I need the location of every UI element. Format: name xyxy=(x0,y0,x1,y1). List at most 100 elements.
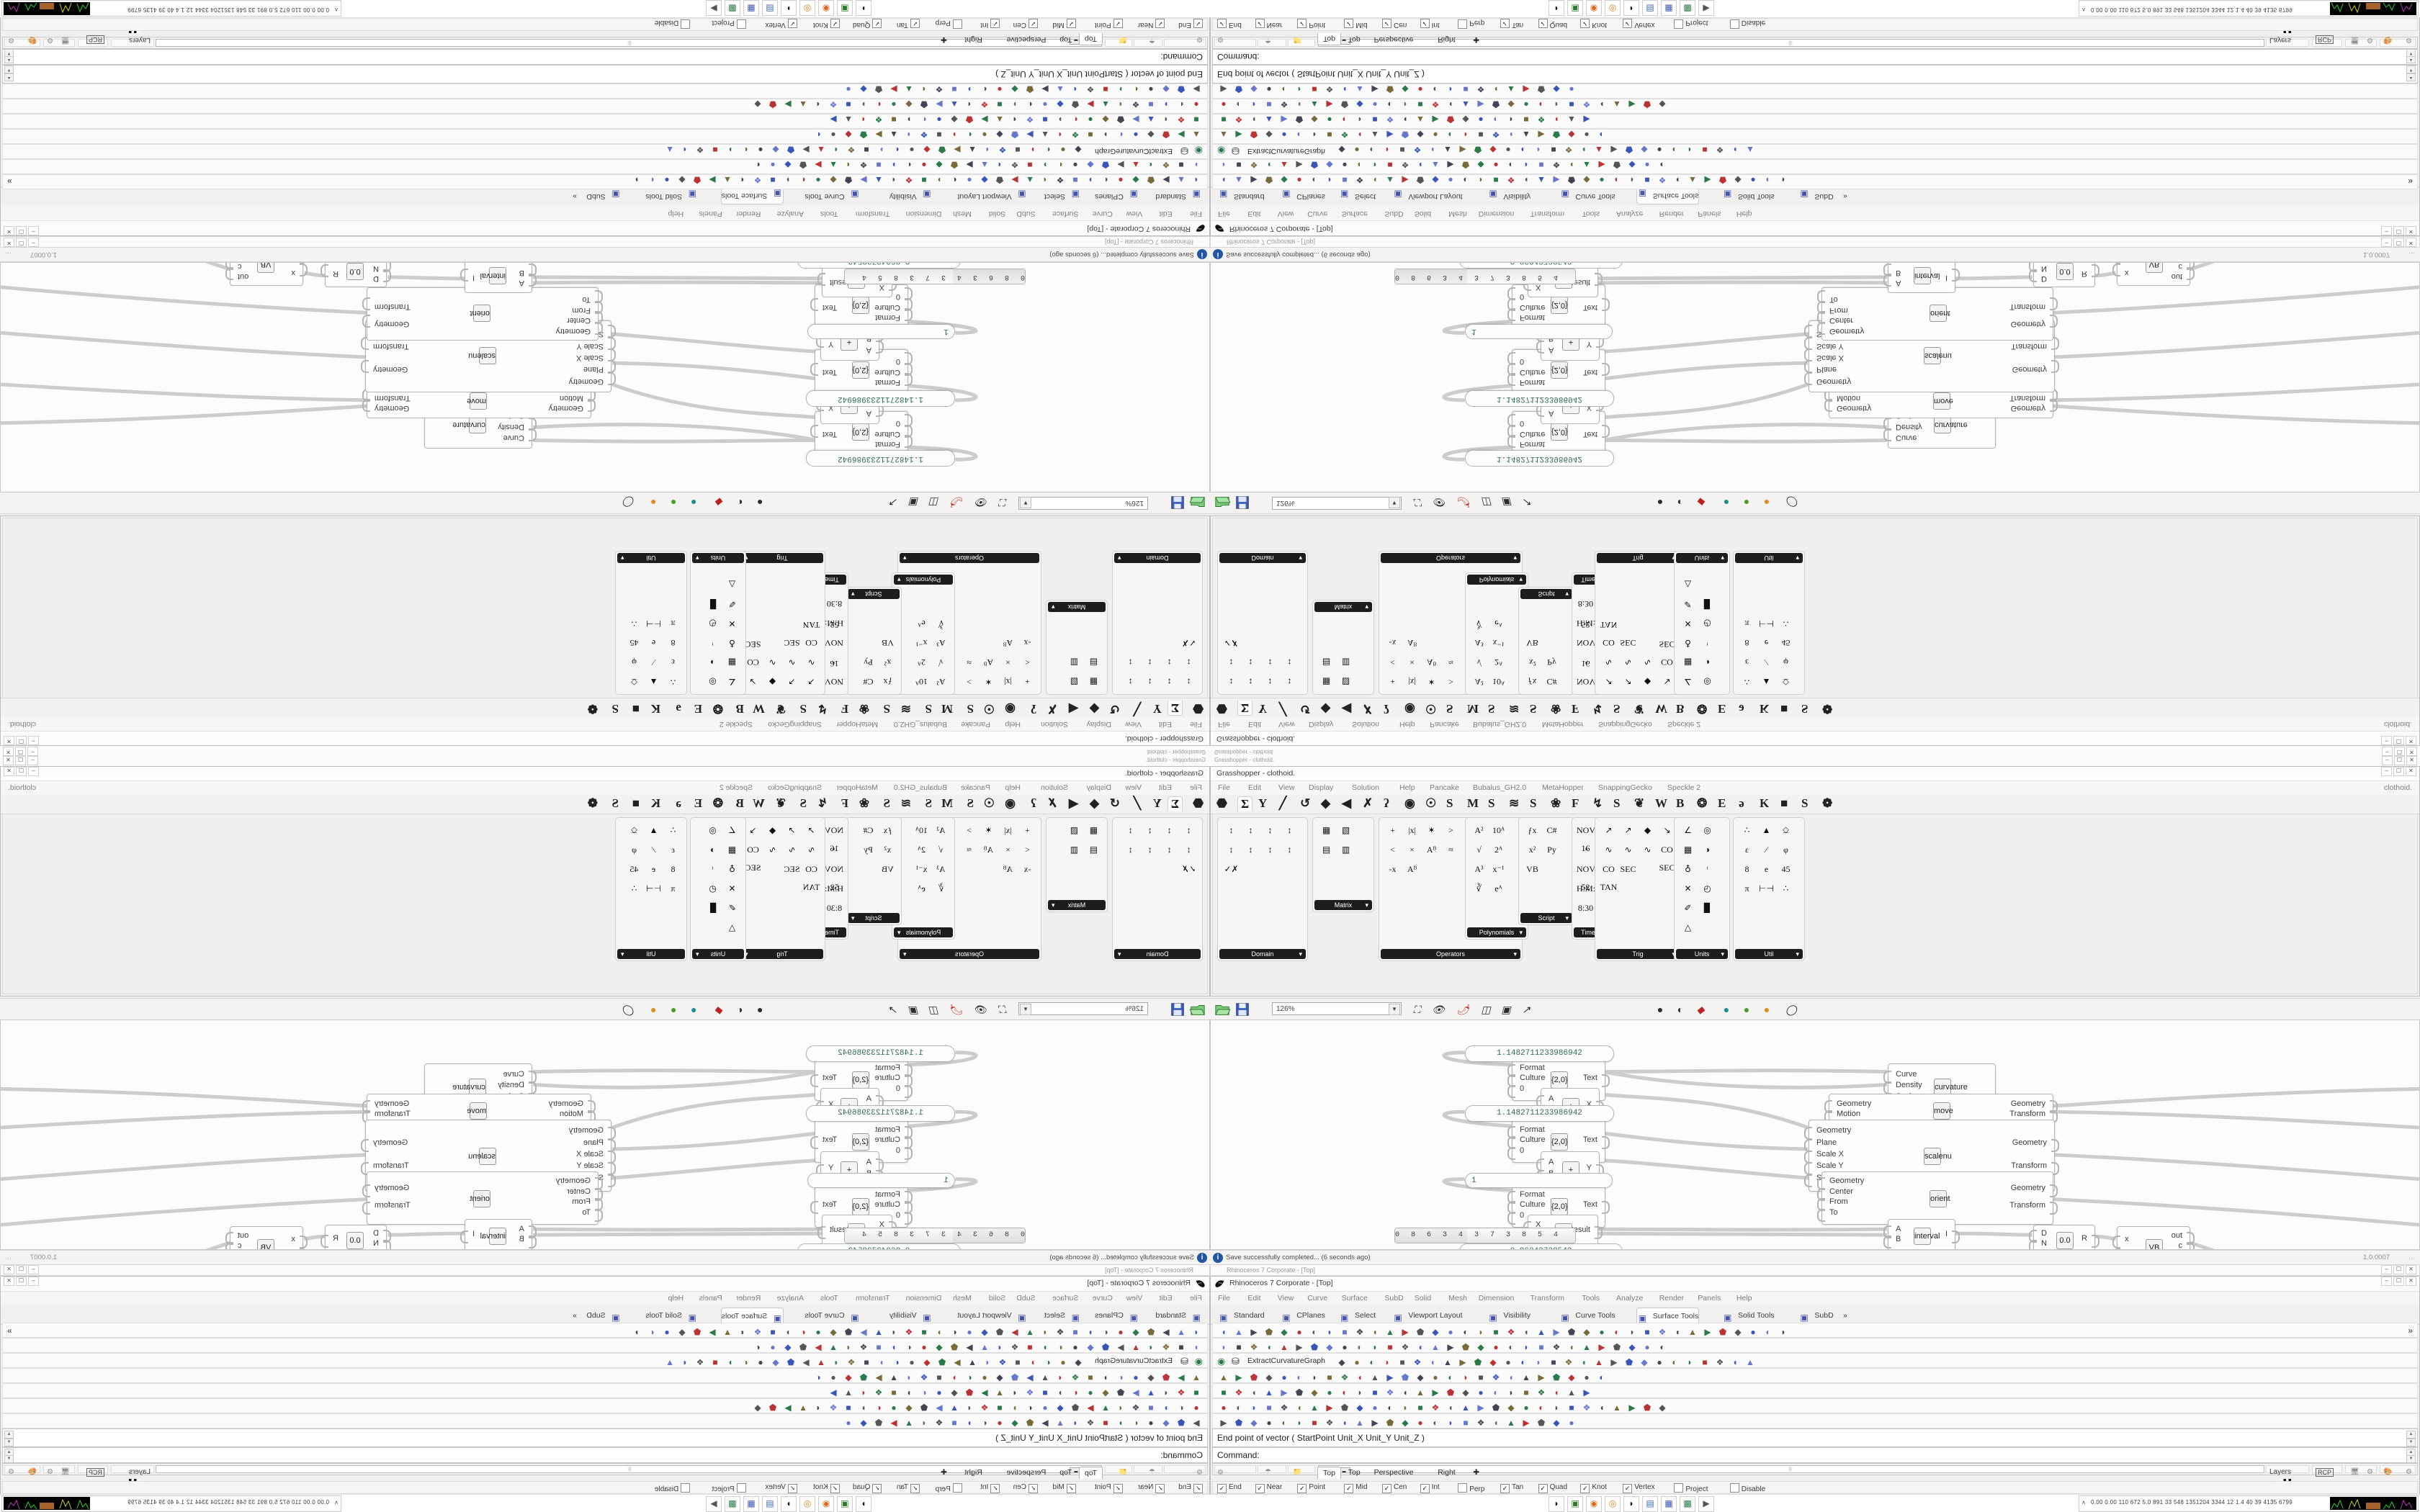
gh-window-buttons[interactable]: – ☐ ✕ xyxy=(4,767,39,776)
gh-ribbon-tab-11[interactable]: S xyxy=(967,702,974,716)
checkbox-icon[interactable] xyxy=(681,19,691,29)
rhino-tool-icon-3-17[interactable]: ■ xyxy=(936,130,942,140)
rhino-tool-icon-4-22[interactable]: ◖ xyxy=(861,1387,866,1398)
display-panel[interactable]: ☂ ● ▣ ☑ xyxy=(1134,0,1162,47)
gh-component-4-3[interactable]: Py xyxy=(859,652,878,672)
rhino-tool-icon-5-12[interactable]: ◗ xyxy=(1012,1403,1018,1413)
rhino-tool-icon-0-26[interactable]: ◐ xyxy=(1614,1327,1620,1337)
monitor-icon[interactable]: 🖥 xyxy=(60,36,70,44)
gh-component-2-14[interactable]: -x xyxy=(1383,633,1402,652)
minimize-icon[interactable]: – xyxy=(28,226,39,235)
rhino-tool-icon-1-8[interactable]: ● xyxy=(1342,1342,1348,1352)
gh-node-input-a[interactable]: A xyxy=(1549,1094,1554,1103)
gh-ribbon-tab-17[interactable]: F xyxy=(841,702,848,716)
rhino-tool-icon-3-6[interactable]: ◗ xyxy=(1103,130,1108,140)
gh-input-port[interactable] xyxy=(1804,1151,1812,1164)
rhino-tool-icon-4-12[interactable]: ◖ xyxy=(1012,1387,1018,1398)
rhino-toolbar-row-1[interactable]: ◗ ■ ❖ ◖ ▲ ▶ ⬟ ◆ ● ◐ ◗ ■ ❖ ◖ ▲ ▶ ⬟ ◆ ● ◐ ◗ ■ ❖ ◖ ▲ ▶ ⬟ ◆ ● ◐ xyxy=(2,1338,1208,1353)
gh-menu-item-snappinggecko[interactable]: SnappingGecko xyxy=(1598,783,1652,792)
folder-panel[interactable]: 📁 ☰ ▸ This folder is empty. xyxy=(1288,0,1315,47)
rhino-tool-icon-0-27[interactable]: ◗ xyxy=(1629,175,1635,185)
rhino-tool-icon-5-26[interactable]: ▲ xyxy=(1613,1403,1621,1413)
gh-ribbon-tab-20[interactable]: ❦ xyxy=(1634,702,1645,716)
rhino-tool-icon-3-15[interactable]: ◐ xyxy=(1448,130,1453,140)
gh-component-2-0[interactable]: + xyxy=(1383,821,1402,840)
rhino-tool-icon-3-3[interactable]: ◆ xyxy=(1147,1372,1155,1382)
rhino-tool-icon-0-17[interactable]: ◗ xyxy=(1478,1327,1484,1337)
gh-ribbon-tab-17[interactable]: F xyxy=(1572,702,1579,716)
rhino-tool-icon-4-0[interactable]: ■ xyxy=(1193,114,1199,125)
gh-menu-item-solution[interactable]: Solution xyxy=(1041,783,1068,792)
gh-node-output-transform[interactable]: Transform xyxy=(373,341,409,351)
rhino-menu-item-curve[interactable]: Curve xyxy=(1307,210,1328,218)
rhino-tool-icon-1-8[interactable]: ● xyxy=(1072,160,1078,170)
rhino-toolbar-row-6[interactable]: ▶ ⬟ ◆ ● ◐ ◗ ■ ❖ ◖ ▲ ▶ ⬟ ◆ ● ◐ ◗ ■ ❖ ◖ ▲ ▶ ⬟ ◆ ● xyxy=(1212,1413,2418,1428)
gh-menu-item-metahopper[interactable]: MetaHopper xyxy=(1542,783,1584,792)
gh-component-6-1[interactable]: ↗ xyxy=(782,821,802,840)
gh-node-input-to[interactable]: To xyxy=(582,1207,591,1217)
gh-node-output-text[interactable]: Text xyxy=(823,1200,838,1209)
chevron-down-icon[interactable]: ▾ xyxy=(897,576,901,583)
gh-component-3-6[interactable]: ∛ xyxy=(1469,613,1489,633)
gh-menu-item-pancake[interactable]: Pancake xyxy=(1430,783,1459,792)
rhino-tool-icon-1-13[interactable]: ◖ xyxy=(997,1342,1003,1352)
gh-input-port[interactable] xyxy=(905,352,913,366)
rhino-tool-icon-2-1[interactable]: ● xyxy=(1060,1357,1066,1367)
gh-component-7-1[interactable]: ◎ xyxy=(1698,672,1717,691)
rhino-tab-viewport-layout[interactable]: ▣ Viewport Layout xyxy=(958,189,1028,204)
gh-canvas[interactable]: FormatCulture0Text{2,0}ABX+FormatCulture… xyxy=(0,262,1210,492)
minimize-icon[interactable]: – xyxy=(2381,736,2392,745)
gh-input-port[interactable] xyxy=(1817,1208,1825,1222)
gh-node-output-i[interactable]: I xyxy=(472,1230,475,1238)
checkbox-icon[interactable] xyxy=(736,19,746,29)
rhino-menu-item-mesh[interactable]: Mesh xyxy=(1448,1294,1467,1302)
gh-component-4-2[interactable]: x² xyxy=(878,652,897,672)
taskbar-firefox-app[interactable]: ◉ xyxy=(1586,1496,1602,1512)
scroll-up-icon[interactable]: ▲ xyxy=(2406,73,2416,81)
gh-component-7-3[interactable]: ◑ xyxy=(703,840,722,860)
rhino-tool-icon-0-19[interactable]: ❖ xyxy=(905,175,913,185)
rhino-tool-icon-0-32[interactable]: ▶ xyxy=(709,1327,716,1337)
gh-ribbon-tab-24[interactable]: E xyxy=(1718,796,1726,810)
rhino-tool-icon-5-4[interactable]: ❖ xyxy=(1131,99,1140,109)
gh-component-6-7[interactable]: CO SEC xyxy=(743,840,763,873)
gh-menubar[interactable]: File Edit View Display Solution Help Pancake Bu… xyxy=(1,781,1209,795)
rhino-tool-icon-2-11[interactable]: ● xyxy=(1505,145,1511,155)
rhino-tool-icon-3-8[interactable]: ❖ xyxy=(1340,130,1349,140)
maximize-icon[interactable]: ☐ xyxy=(2393,1277,2404,1286)
taskbar-firefox-app[interactable]: ◉ xyxy=(818,0,834,16)
gh-component-5-4[interactable]: 8:30 xyxy=(1576,594,1595,613)
gh-component-8-0[interactable]: ∴ xyxy=(663,672,683,691)
rhino-tool-icon-2-12[interactable]: ◐ xyxy=(894,145,900,155)
rhino-tool-icon-0-1[interactable]: ▲ xyxy=(1234,1327,1243,1337)
rhino-tool-icon-5-16[interactable]: ▲ xyxy=(950,99,959,109)
rhino-tool-icon-3-23[interactable]: ◆ xyxy=(1568,130,1575,140)
rhino-tool-icon-6-9[interactable]: ▲ xyxy=(1056,1418,1065,1428)
rhino-tool-icon-4-14[interactable]: ▶ xyxy=(981,1387,988,1398)
gh-node-input-geometry[interactable]: Geometry xyxy=(555,1176,591,1186)
rhino-menu-item-edit[interactable]: Edit xyxy=(1247,210,1261,218)
rhino-tool-icon-6-23[interactable]: ● xyxy=(846,84,851,94)
gh-component-1-3[interactable]: ▥ xyxy=(1336,652,1355,672)
rhino-tool-icon-1-23[interactable]: ◖ xyxy=(846,160,851,170)
checkbox-icon[interactable] xyxy=(952,19,962,29)
gh-component-8-3[interactable]: ε xyxy=(1737,840,1757,860)
rhino-tool-icon-2-2[interactable]: ◐ xyxy=(1045,1357,1051,1367)
gh-group-matrix[interactable]: ▦ ▧ ▤ ▥ Matrix ▾ xyxy=(1046,600,1108,695)
rhino-tool-icon-2-7[interactable]: ▲ xyxy=(968,145,977,155)
preview-shaded-icon[interactable]: ▣ xyxy=(909,1004,919,1015)
chevron-down-icon[interactable]: ▾ xyxy=(1519,929,1523,936)
chevron-down-icon[interactable]: ▾ xyxy=(1565,590,1569,598)
gh-component-1-0[interactable]: ▦ xyxy=(1317,821,1336,840)
rhino-tool-icon-4-5[interactable]: ⬟ xyxy=(1295,1387,1304,1398)
maximize-icon[interactable]: ☐ xyxy=(2393,736,2404,745)
rhino-tool-icon-5-17[interactable]: ▶ xyxy=(936,1403,943,1413)
osnap-perp[interactable]: Perp xyxy=(936,19,962,29)
gh-output-port[interactable] xyxy=(362,315,370,328)
rhino-tool-icon-3-21[interactable]: ▶ xyxy=(875,1372,882,1382)
rhino-tool-icon-1-11[interactable]: ■ xyxy=(1387,1342,1393,1352)
gh-menu-item-edit[interactable]: Edit xyxy=(1158,783,1172,792)
rhino-tool-icon-5-8[interactable]: ⬟ xyxy=(1340,99,1349,109)
rhino-tool-icon-5-6[interactable]: ▲ xyxy=(1101,1403,1110,1413)
